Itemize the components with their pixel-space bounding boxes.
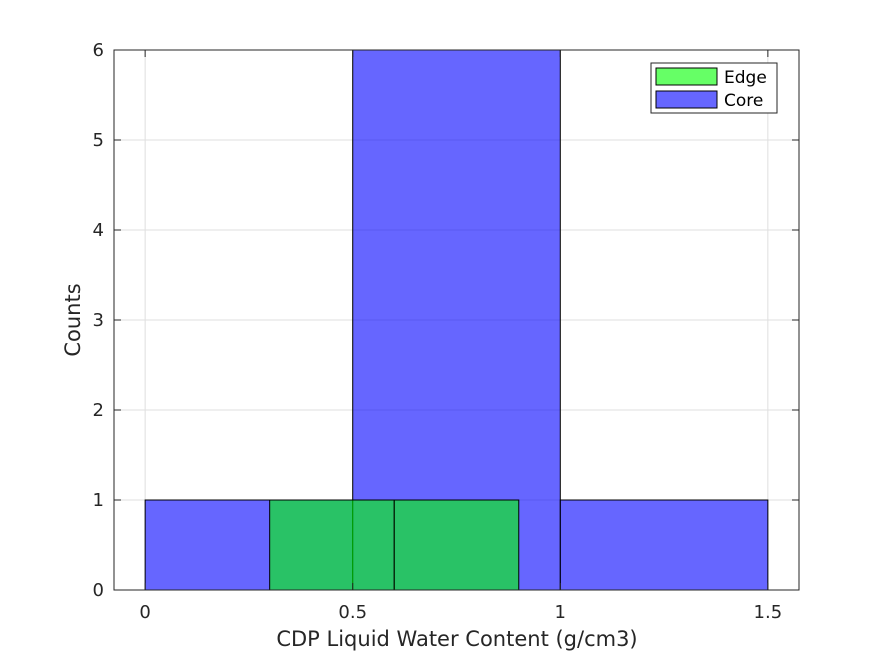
plot-area: 0 0.5 1 1.5 0 1 2 3 4 5 6	[93, 40, 800, 623]
x-tick-label: 1	[555, 602, 566, 623]
x-tick-labels: 0 0.5 1 1.5	[139, 602, 782, 623]
bar-core-2	[559, 499, 769, 591]
y-tick-label: 2	[93, 400, 104, 421]
x-axis-label: CDP Liquid Water Content (g/cm3)	[276, 627, 637, 651]
y-tick-labels: 0 1 2 3 4 5 6	[93, 40, 104, 601]
x-tick-label: 0	[139, 602, 150, 623]
y-tick-label: 5	[93, 130, 104, 151]
y-tick-label: 1	[93, 490, 104, 511]
y-tick-label: 6	[93, 40, 104, 61]
y-axis-label: Counts	[61, 283, 85, 356]
legend: Edge Core	[650, 62, 778, 114]
bar-edge-0	[269, 499, 395, 591]
y-tick-label: 4	[93, 220, 104, 241]
bar-edge-1	[393, 499, 520, 591]
legend-label-core: Core	[724, 91, 763, 111]
tick-marks	[114, 49, 799, 591]
x-tick-label: 1.5	[754, 602, 783, 623]
bars	[144, 49, 769, 591]
y-tick-label: 0	[93, 580, 104, 601]
x-tick-label: 0.5	[338, 602, 367, 623]
legend-swatch-edge	[655, 67, 718, 86]
legend-label-edge: Edge	[724, 68, 767, 88]
y-tick-label: 3	[93, 310, 104, 331]
legend-swatch-core	[655, 90, 718, 109]
